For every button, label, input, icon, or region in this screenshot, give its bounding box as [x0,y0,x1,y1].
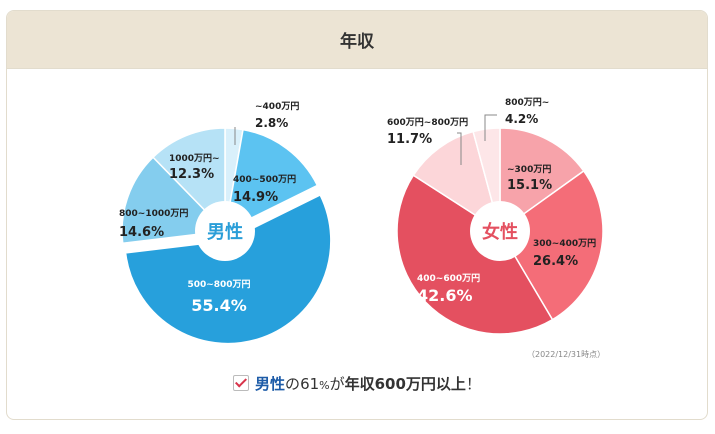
summary-part2: が [329,375,345,393]
pie-center [470,201,530,261]
pie-slice [499,127,585,233]
summary-part1: の [285,375,301,393]
slice-label: ~300万円 [507,164,551,175]
pie-slice [412,130,502,233]
summary-percent: 61 [300,375,320,393]
slice-value-label: 55.4% [191,296,247,315]
slice-value-label: 26.4% [533,254,578,269]
slice-label: 500~800万円 [187,279,250,290]
slice-value-label: 2.8% [255,116,288,130]
summary-line: 男性の61%が年収600万円以上！ [7,373,707,394]
pie-center-label: 女性 [482,221,518,243]
pie-slice [499,169,604,321]
pie-slice [124,193,332,345]
pie-chart-1: 女性 ~300万円 15.1% 300~400万円 26.4% 400~600万円 42.6… [387,97,604,335]
summary-highlight: 年収600万円以上 [344,375,466,393]
checkbox-icon [233,375,250,391]
slice-value-label: 14.6% [119,225,164,240]
card-header: 年収 [7,11,707,69]
slice-label: 600万円~800万円 [387,117,468,128]
slice-label: 400~500万円 [233,174,296,185]
leader-line [457,132,462,165]
slice-value-label: 4.2% [505,112,538,126]
slice-label: 300~400万円 [533,238,596,249]
summary-gender: 男性 [255,375,286,393]
slice-value-label: 11.7% [387,132,432,147]
date-note: （2022/12/31時点） [527,350,606,359]
slice-label: 800万円~ [505,97,549,108]
summary-end: ！ [465,375,481,393]
summary-unit: % [319,379,330,392]
slice-value-label: 15.1% [507,178,552,193]
slice-label: 400~600万円 [417,273,480,284]
slice-label: 1000万円~ [169,153,220,164]
slice-value-label: 12.3% [169,167,214,182]
slice-value-label: 42.6% [417,286,473,305]
card-title: 年収 [340,32,374,52]
pie-slice [152,127,226,233]
pie-center [195,201,255,261]
leader-line [484,114,497,141]
pie-chart-0: 男性 ~400万円 2.8% 400~500万円 14.9% 500~800万円 55.4%… [119,101,332,345]
slice-label: 800~1000万円 [119,208,188,219]
income-card: 年収 男性 ~400万円 2.8% 400~500万円 14.9% 500~800万円 55… [6,10,708,420]
pie-center-label: 男性 [207,221,243,243]
slice-value-label: 14.9% [233,190,278,205]
pie-slice [396,174,554,335]
pie-charts: 男性 ~400万円 2.8% 400~500万円 14.9% 500~800万円 55.4%… [119,97,604,345]
slice-label: ~400万円 [255,101,299,112]
pie-slice [224,128,319,233]
